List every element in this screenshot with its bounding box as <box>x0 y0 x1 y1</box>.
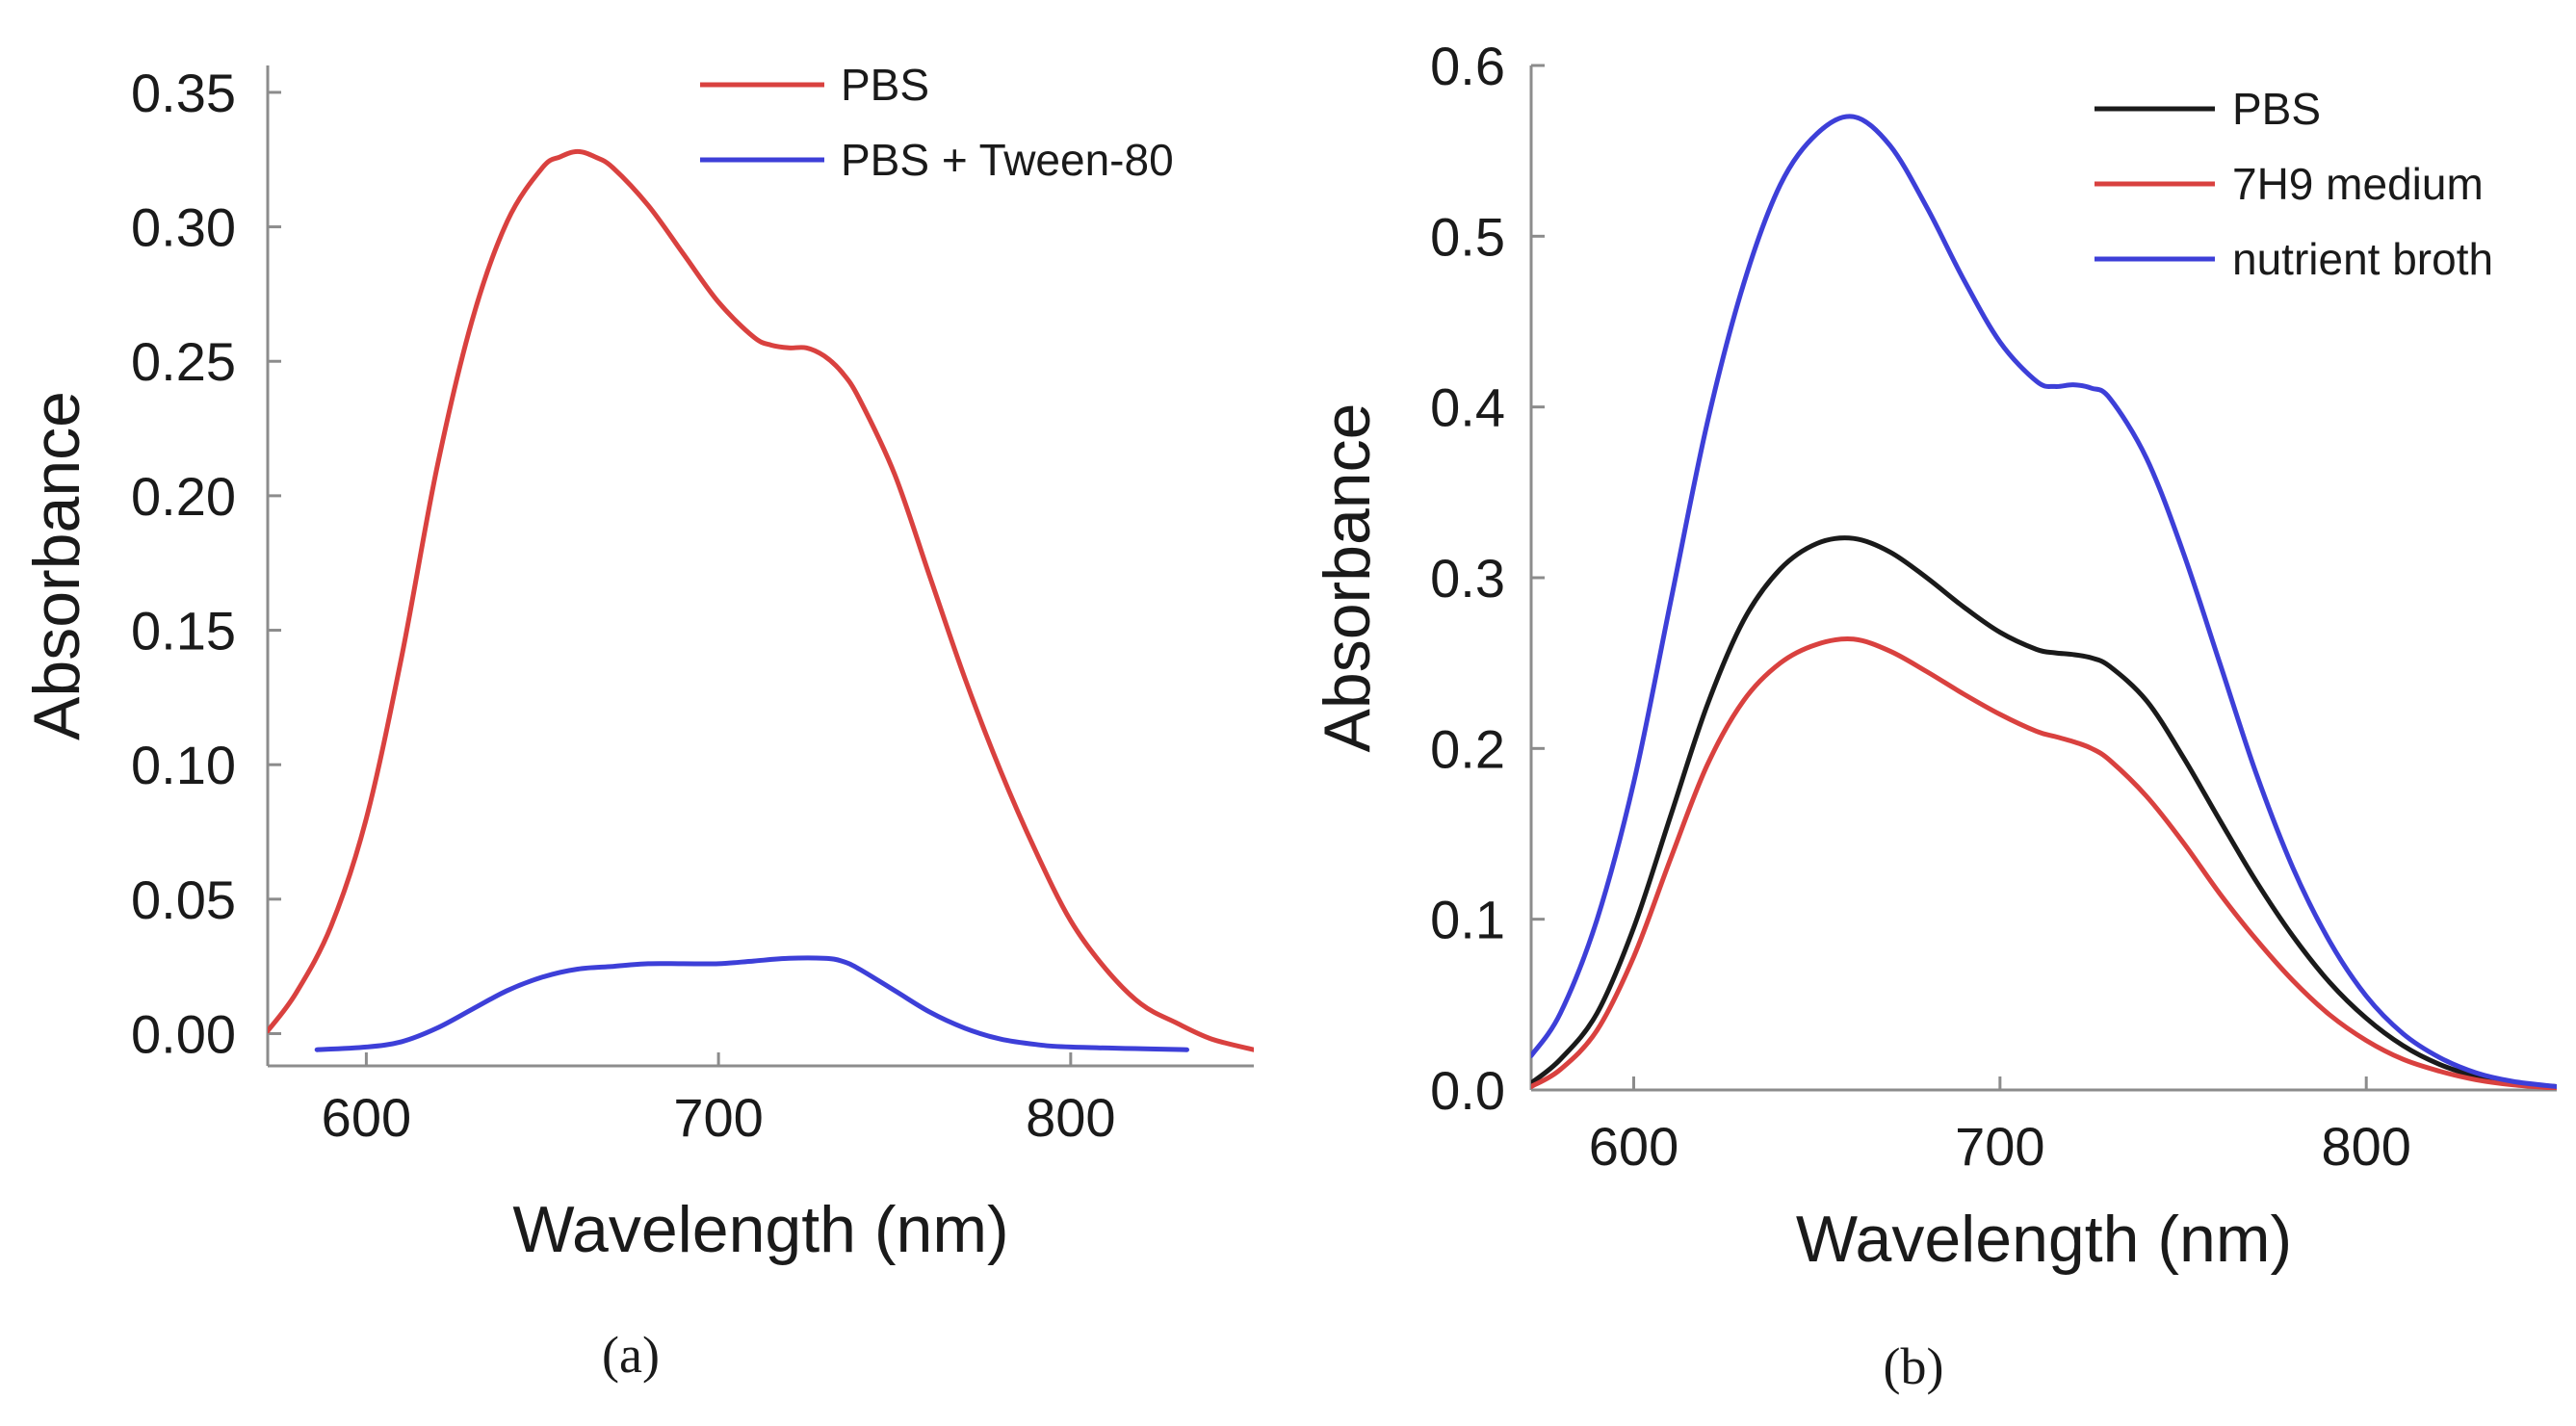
legend-label-b-3: nutrient broth <box>2232 234 2493 284</box>
y-tick-label: 0.3 <box>1430 548 1505 609</box>
y-tick-label: 0.1 <box>1430 890 1505 950</box>
y-tick-label: 0.30 <box>131 197 236 258</box>
series-line-b-2 <box>1531 636 2557 1090</box>
y-tick-label: 0.20 <box>131 466 236 527</box>
x-axis-title-b: Wavelength (nm) <box>1796 1203 2292 1276</box>
series-line-b-1 <box>1531 535 2557 1089</box>
y-tick-label: 0.6 <box>1430 36 1505 96</box>
series-line-a-1 <box>268 148 1254 1052</box>
x-tick-label: 700 <box>673 1087 763 1148</box>
chart-panel-a: 0.00 0.05 0.10 0.15 0.20 0.25 0.30 0.35 600 700 80… <box>20 60 1254 1384</box>
y-tick-label: 0.0 <box>1430 1060 1505 1121</box>
y-tick-label: 0.35 <box>131 63 236 123</box>
x-tick-label: 600 <box>322 1087 411 1148</box>
x-tick-label: 600 <box>1589 1116 1678 1177</box>
y-axis-title-b: Absorbance <box>1311 403 1384 753</box>
y-tick-label: 0.15 <box>131 601 236 661</box>
series-line-b-3 <box>1531 114 2557 1089</box>
legend-label-b-1: PBS <box>2232 84 2321 134</box>
y-tick-label: 0.00 <box>131 1003 236 1064</box>
y-tick-label: 0.25 <box>131 331 236 392</box>
chart-panel-b: 0.0 0.1 0.2 0.3 0.4 0.5 0.6 600 700 800 Wavelength… <box>1311 36 2557 1395</box>
y-tick-label: 0.05 <box>131 869 236 930</box>
panel-label-a: (a) <box>602 1326 660 1384</box>
series-line-a-2 <box>314 955 1189 1052</box>
panel-label-b: (b) <box>1884 1337 1944 1395</box>
y-tick-label: 0.4 <box>1430 377 1505 438</box>
x-tick-label: 800 <box>2321 1116 2410 1177</box>
y-axis-title-a: Absorbance <box>20 391 93 740</box>
y-tick-label: 0.2 <box>1430 718 1505 779</box>
y-tick-label: 0.10 <box>131 735 236 795</box>
x-axis-title-a: Wavelength (nm) <box>512 1193 1008 1266</box>
x-tick-label: 800 <box>1026 1087 1115 1148</box>
legend-label-a-1: PBS <box>841 60 929 110</box>
legend-label-b-2: 7H9 medium <box>2232 159 2484 209</box>
x-tick-label: 700 <box>1955 1116 2044 1177</box>
legend-label-a-2: PBS + Tween-80 <box>841 135 1174 185</box>
y-tick-label: 0.5 <box>1430 206 1505 267</box>
